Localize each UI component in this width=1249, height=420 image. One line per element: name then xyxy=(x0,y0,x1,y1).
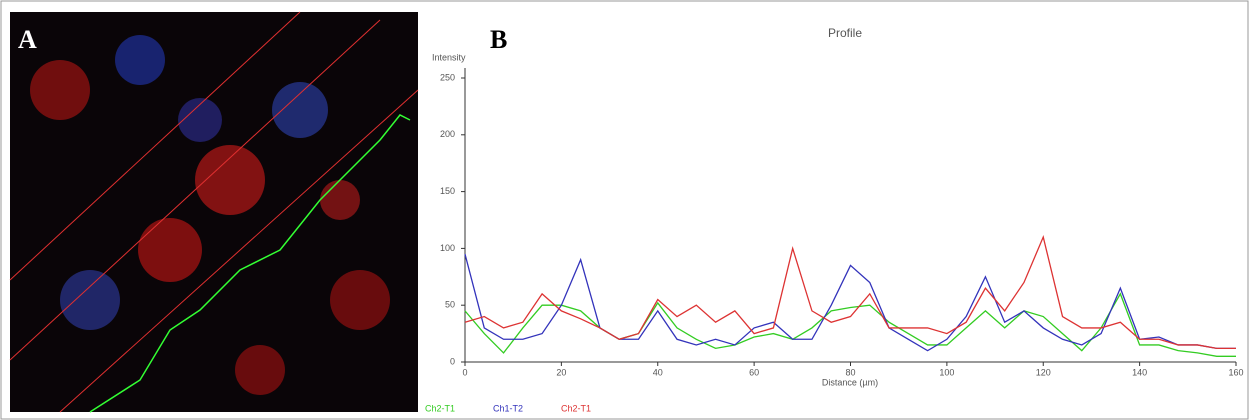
y-tick-label: 0 xyxy=(450,356,455,366)
panel-label: B xyxy=(490,25,507,54)
x-tick-label: 100 xyxy=(939,367,954,377)
y-tick-label: 50 xyxy=(445,300,455,310)
x-tick-label: 160 xyxy=(1228,367,1243,377)
y-tick-label: 150 xyxy=(440,186,455,196)
x-tick-label: 20 xyxy=(556,367,566,377)
x-tick-label: 0 xyxy=(462,367,467,377)
y-axis-label: Intensity xyxy=(432,52,466,62)
x-tick-label: 80 xyxy=(845,367,855,377)
y-tick-label: 200 xyxy=(440,129,455,139)
legend-label: Ch2-T1 xyxy=(561,403,591,413)
x-tick-label: 40 xyxy=(653,367,663,377)
plot: 0 50 100 150 200 250 0 20 40 60 80 100 120 140 160 Ch2-… xyxy=(425,68,1244,413)
x-tick-label: 140 xyxy=(1132,367,1147,377)
x-tick-label: 120 xyxy=(1036,367,1051,377)
legend-label: Ch1-T2 xyxy=(493,403,523,413)
series-line xyxy=(464,253,1236,352)
series-line xyxy=(464,234,1236,350)
x-tick-label: 60 xyxy=(749,367,759,377)
y-tick-label: 100 xyxy=(440,243,455,253)
y-tick-label: 250 xyxy=(440,72,455,82)
legend-label: Ch2-T1 xyxy=(425,403,455,413)
micrograph: A xyxy=(9,11,419,413)
series-line xyxy=(464,292,1236,357)
x-axis-label: Distance (µm) xyxy=(822,377,878,387)
chart-title: Profile xyxy=(828,26,862,40)
panel-label: A xyxy=(18,25,37,54)
